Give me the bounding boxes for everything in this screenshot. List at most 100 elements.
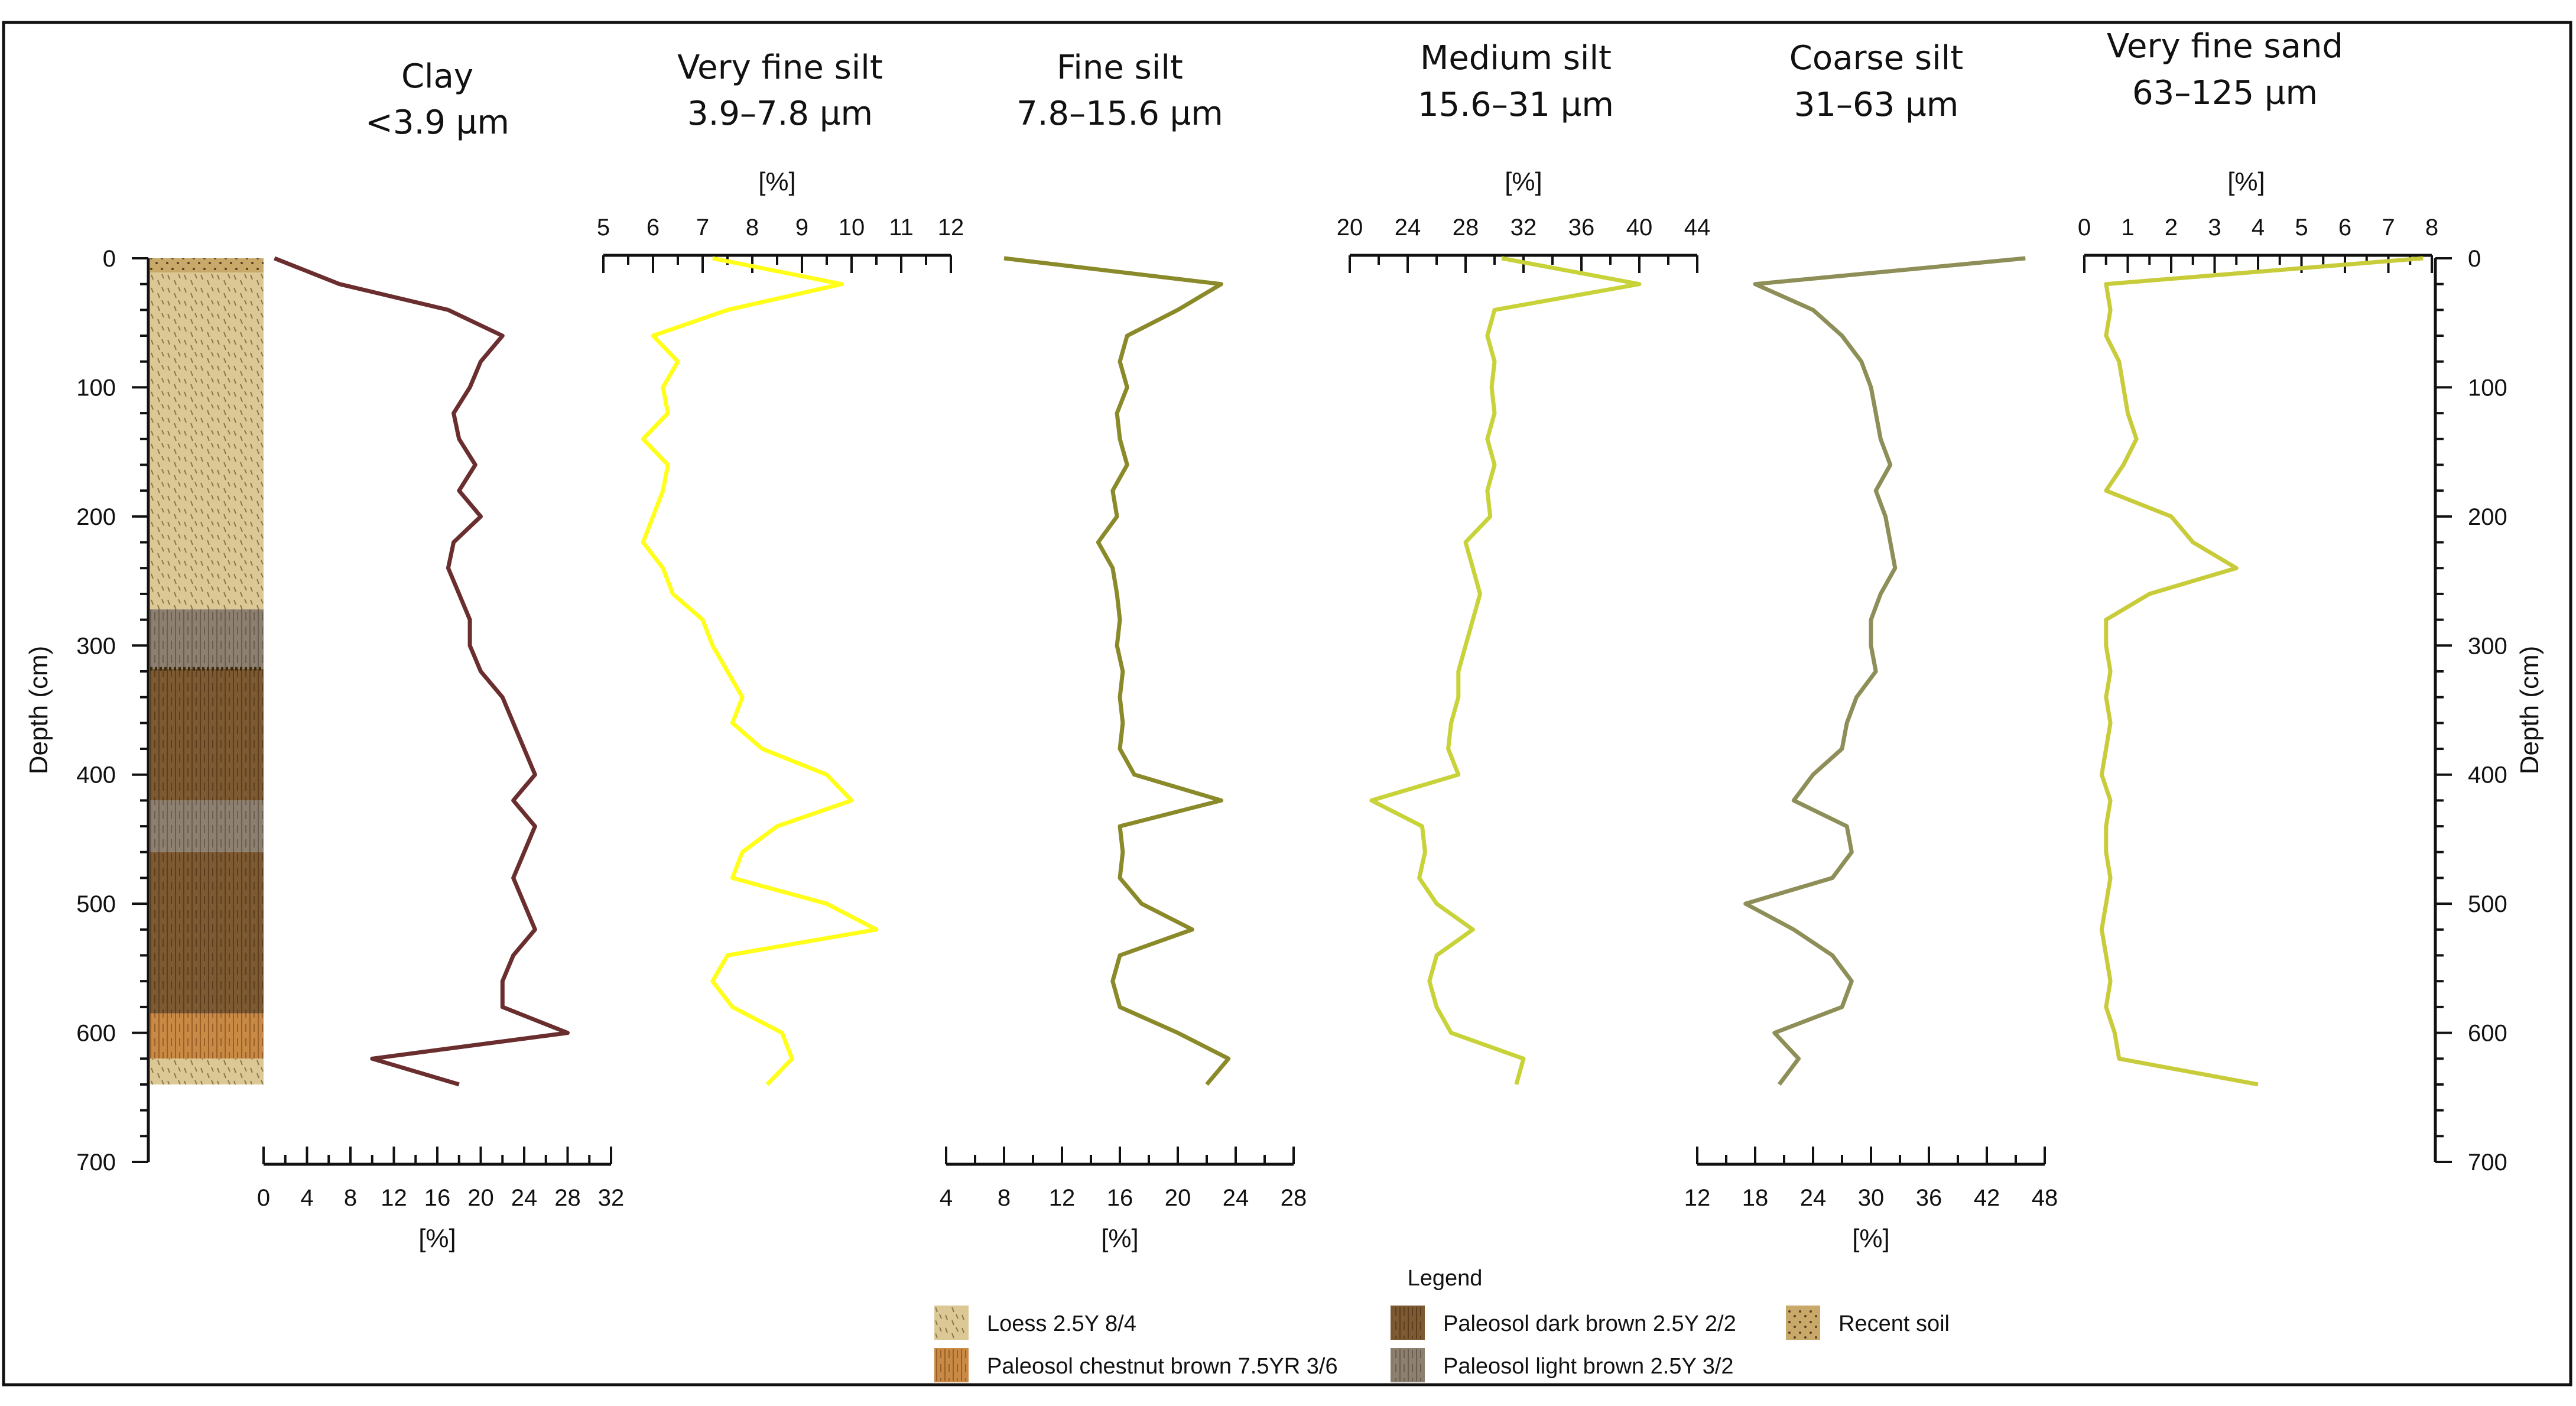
depth-tick-label: 300 xyxy=(76,633,116,659)
series-line xyxy=(641,256,879,1086)
series-titles: Clay <3.9 µm Very fine silt 3.9–7.8 µm Fine … xyxy=(365,27,2343,142)
legend-label: Paleosol chestnut brown 7.5YR 3/6 xyxy=(987,1354,1338,1379)
value-tick-label: 4 xyxy=(940,1185,953,1211)
value-tick-label: 20 xyxy=(1337,215,1363,241)
value-tick-label: 0 xyxy=(257,1185,270,1211)
legend-label: Paleosol dark brown 2.5Y 2/2 xyxy=(1443,1311,1736,1336)
value-tick-label: 12 xyxy=(381,1185,407,1211)
legend: Legend Loess 2.5Y 8/4 Paleosol dark brown … xyxy=(934,1266,1950,1382)
depth-tick-label: 400 xyxy=(2468,762,2507,788)
lithology-layer xyxy=(150,272,264,610)
value-axis: 0 4 8 12 16 20 24 28 32 [%] xyxy=(257,1147,624,1253)
value-tick-label: 7 xyxy=(696,215,709,241)
value-tick-label: 12 xyxy=(938,215,964,241)
depth-axis-label: Depth (cm) xyxy=(24,646,53,775)
legend-item: Paleosol dark brown 2.5Y 2/2 xyxy=(1391,1306,1736,1340)
value-axis-unit: [%] xyxy=(758,167,796,196)
value-tick-label: 0 xyxy=(2078,215,2091,241)
value-axis: 12 18 24 30 36 42 48 [%] xyxy=(1684,1147,2058,1253)
value-tick-label: 6 xyxy=(2338,215,2351,241)
series-title: Very fine sand xyxy=(2107,27,2343,66)
legend-item: Loess 2.5Y 8/4 xyxy=(934,1306,1136,1340)
value-tick-label: 16 xyxy=(1107,1185,1133,1211)
series-size-label: 63–125 µm xyxy=(2132,74,2318,112)
depth-tick-label: 600 xyxy=(76,1021,116,1047)
value-tick-label: 4 xyxy=(300,1185,313,1211)
depth-tick-label: 200 xyxy=(76,504,116,530)
legend-title: Legend xyxy=(1408,1266,1483,1291)
series-title: Medium silt xyxy=(1420,39,1612,77)
depth-tick-label: 0 xyxy=(2468,246,2481,272)
lithology-layer xyxy=(150,852,264,1014)
lithology-layer xyxy=(150,1058,264,1084)
depth-tick-label: 200 xyxy=(2468,504,2507,530)
series-title: Coarse silt xyxy=(1789,39,1963,77)
value-axis: 20 24 28 32 36 40 44 [%] xyxy=(1337,167,1710,273)
series-lines xyxy=(274,256,2424,1087)
value-tick-label: 2 xyxy=(2165,215,2178,241)
value-tick-label: 28 xyxy=(1453,215,1479,241)
series-size-label: 15.6–31 µm xyxy=(1418,86,1614,124)
value-tick-label: 12 xyxy=(1684,1185,1711,1211)
legend-label: Paleosol light brown 2.5Y 3/2 xyxy=(1443,1354,1734,1379)
depth-axis-label: Depth (cm) xyxy=(2515,646,2544,775)
value-axis-unit: [%] xyxy=(1101,1224,1139,1253)
value-axis: 4 8 12 16 20 24 28 [%] xyxy=(940,1147,1307,1253)
series-size-label: 3.9–7.8 µm xyxy=(687,95,873,133)
value-axis-unit: [%] xyxy=(418,1224,456,1253)
value-tick-label: 24 xyxy=(511,1185,538,1211)
lithology-layer xyxy=(150,800,264,852)
depth-tick-label: 0 xyxy=(103,246,116,272)
figure-frame xyxy=(2,21,2572,1386)
value-tick-label: 4 xyxy=(2252,215,2265,241)
legend-item: Paleosol light brown 2.5Y 3/2 xyxy=(1391,1348,1734,1382)
value-tick-label: 40 xyxy=(1626,215,1653,241)
value-tick-label: 9 xyxy=(795,215,808,241)
value-tick-label: 20 xyxy=(1165,1185,1191,1211)
right-depth-axis: 0 100 200 300 400 500 600 700 Depth (cm) xyxy=(2434,246,2544,1176)
value-tick-label: 16 xyxy=(424,1185,451,1211)
value-tick-label: 1 xyxy=(2121,215,2134,241)
series-size-label: 7.8–15.6 µm xyxy=(1016,95,1223,133)
depth-tick-label: 500 xyxy=(2468,891,2507,917)
legend-item: Paleosol chestnut brown 7.5YR 3/6 xyxy=(934,1348,1338,1382)
legend-swatch xyxy=(1391,1306,1425,1340)
left-depth-axis: 0 100 200 300 400 500 600 700 Depth (cm) xyxy=(24,246,150,1176)
value-tick-label: 7 xyxy=(2382,215,2395,241)
depth-tick-label: 100 xyxy=(2468,375,2507,401)
legend-swatch xyxy=(1786,1306,1820,1340)
series-size-label: 31–63 µm xyxy=(1794,86,1959,124)
value-axis-unit: [%] xyxy=(1852,1224,1890,1253)
value-axis: 0 1 2 3 4 5 6 7 8 [%] xyxy=(2078,167,2438,273)
value-tick-label: 48 xyxy=(2032,1185,2058,1211)
value-tick-label: 36 xyxy=(1568,215,1595,241)
value-tick-label: 5 xyxy=(2295,215,2308,241)
series-title: Fine silt xyxy=(1057,48,1183,87)
value-tick-label: 28 xyxy=(1281,1185,1307,1211)
legend-label: Recent soil xyxy=(1838,1311,1950,1336)
legend-swatch xyxy=(934,1306,969,1340)
legend-label: Loess 2.5Y 8/4 xyxy=(987,1311,1136,1336)
series-size-label: <3.9 µm xyxy=(365,103,509,142)
value-tick-label: 20 xyxy=(467,1185,494,1211)
value-axes: 0 4 8 12 16 20 24 28 32[%]5 6 7 8 9 10 11 12[%]4 8 12 16 20… xyxy=(257,167,2438,1253)
value-tick-label: 8 xyxy=(344,1185,357,1211)
lithology-layer xyxy=(150,258,264,272)
legend-item: Recent soil xyxy=(1786,1306,1950,1340)
series-title: Very fine silt xyxy=(677,48,883,87)
value-tick-label: 42 xyxy=(1974,1185,2000,1211)
value-tick-label: 18 xyxy=(1742,1185,1769,1211)
value-tick-label: 24 xyxy=(1223,1185,1249,1211)
series-line xyxy=(1743,256,2026,1086)
value-tick-label: 8 xyxy=(2425,215,2438,241)
depth-tick-label: 500 xyxy=(76,891,116,917)
value-tick-label: 5 xyxy=(597,215,610,241)
depth-tick-label: 700 xyxy=(76,1150,116,1176)
depth-tick-label: 600 xyxy=(2468,1021,2507,1047)
legend-swatch xyxy=(1391,1348,1425,1382)
value-tick-label: 32 xyxy=(598,1185,625,1211)
value-tick-label: 28 xyxy=(554,1185,581,1211)
lithology-layer xyxy=(150,668,264,801)
lithology-layer xyxy=(150,609,264,669)
depth-tick-label: 700 xyxy=(2468,1150,2507,1176)
